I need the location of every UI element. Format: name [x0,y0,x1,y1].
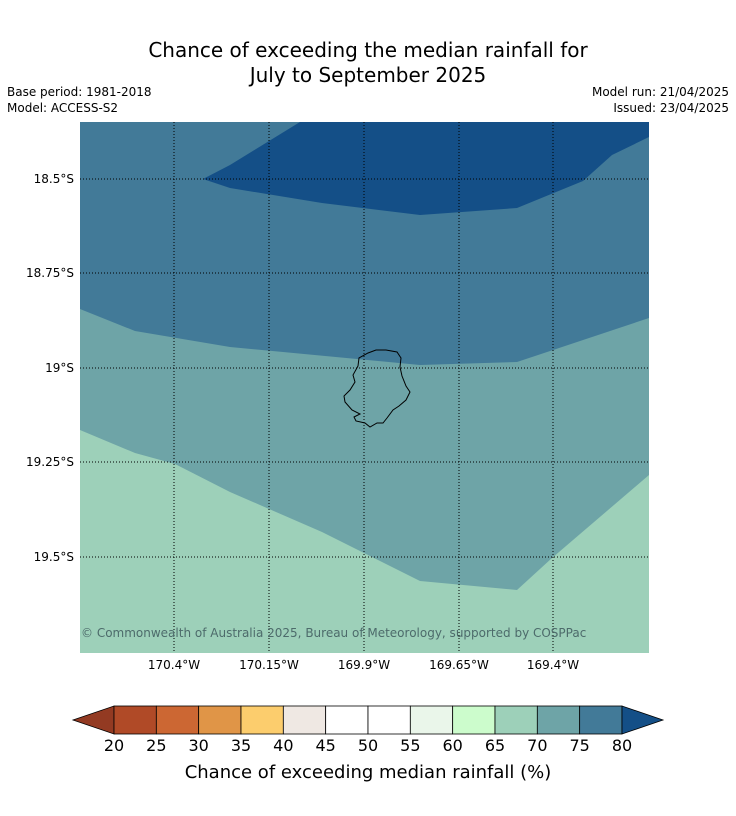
colorbar-title: Chance of exceeding median rainfall (%) [185,762,552,783]
colorbar-bin-20-25 [113,705,157,735]
colorbar-tick-65: 65 [485,736,505,755]
colorbar-bin-55-60 [409,705,454,735]
colorbar-tick-45: 45 [315,736,335,755]
lat-label-4: 19.25°S [26,455,74,469]
colorbar-bin-60-65 [452,705,496,735]
colorbar-bin-50-55 [367,705,411,735]
model-run-label: Model run: 21/04/2025 [591,85,729,99]
chart-title: Chance of exceeding the median rainfall … [0,38,736,88]
colorbar-bin-30-35 [198,705,242,735]
colorbar-bin-35-40 [240,705,284,735]
colorbar: 20 25 30 35 40 45 50 55 60 65 70 75 80 Chance of exc… [71,705,665,783]
colorbar-bins [113,705,623,735]
meta-left: Base period: 1981-2018 Model: ACCESS-S2 [7,84,152,116]
lat-label-1: 18.5°S [34,172,74,186]
lon-label-1: 170.4°W [148,658,200,672]
gridlines [80,122,649,653]
lat-label-3: 19°S [45,361,74,375]
colorbar-bin-65-70 [494,705,538,735]
copyright-text: © Commonwealth of Australia 2025, Bureau… [81,626,586,640]
colorbar-tick-75: 75 [569,736,589,755]
map-area: © Commonwealth of Australia 2025, Bureau… [80,122,649,653]
base-period-label: Base period: 1981-2018 [7,85,152,99]
colorbar-ticks: 20 25 30 35 40 45 50 55 60 65 70 75 80 [104,736,632,755]
colorbar-tick-20: 20 [104,736,124,755]
colorbar-bin-70-75 [536,705,581,735]
meta-right: Model run: 21/04/2025 Issued: 23/04/2025 [592,84,729,116]
colorbar-tick-80: 80 [612,736,632,755]
lon-label-5: 169.4°W [527,658,579,672]
lon-label-3: 169.9°W [338,658,390,672]
colorbar-tick-25: 25 [146,736,166,755]
model-label: Model: ACCESS-S2 [7,101,119,115]
colorbar-tick-40: 40 [273,736,293,755]
colorbar-bin-25-30 [155,705,200,735]
title-line-2: July to September 2025 [249,63,487,87]
colorbar-tick-55: 55 [400,736,420,755]
issued-label: Issued: 23/04/2025 [613,101,729,115]
colorbar-tick-50: 50 [358,736,378,755]
colorbar-low-extend [71,705,115,735]
colorbar-tick-70: 70 [527,736,547,755]
colorbar-high-extend [621,705,665,735]
lat-label-5: 19.5°S [34,550,74,564]
colorbar-bin-40-45 [282,705,327,735]
colorbar-bin-75-80 [579,705,623,735]
colorbar-tick-30: 30 [188,736,208,755]
lon-label-2: 170.15°W [239,658,299,672]
colorbar-tick-60: 60 [442,736,462,755]
colorbar-bin-45-50 [325,705,369,735]
latitude-labels: 18.5°S 18.75°S 19°S 19.25°S 19.5°S [26,172,74,564]
colorbar-tick-35: 35 [231,736,251,755]
longitude-labels: 170.4°W 170.15°W 169.9°W 169.65°W 169.4°… [148,658,579,672]
lat-label-2: 18.75°S [26,266,74,280]
title-line-1: Chance of exceeding the median rainfall … [148,38,588,62]
lon-label-4: 169.65°W [429,658,489,672]
zone-80-plus [203,122,649,215]
niue-island-outline [343,349,411,428]
